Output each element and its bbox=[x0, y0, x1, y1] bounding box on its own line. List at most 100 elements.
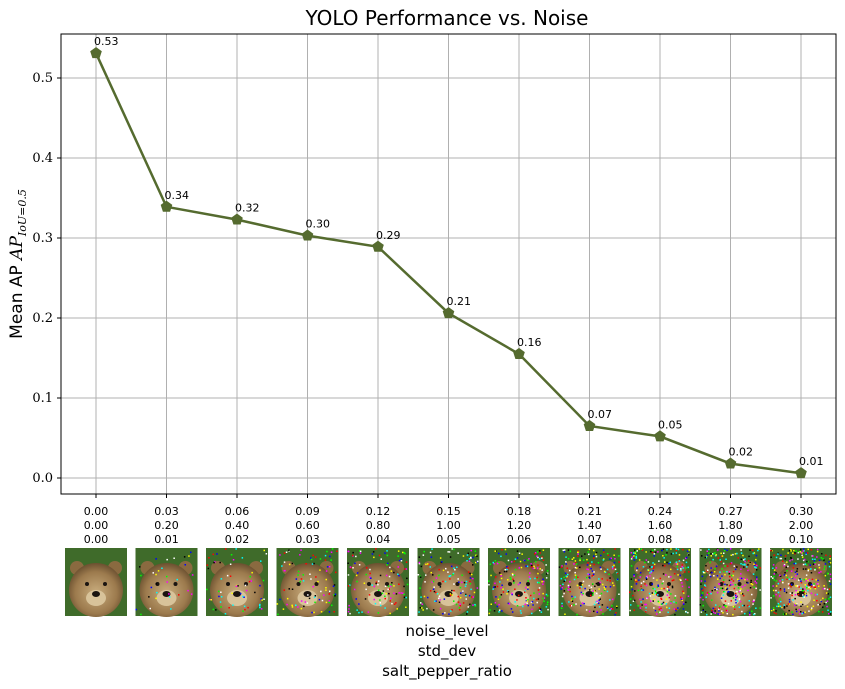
noise-pixel bbox=[753, 563, 755, 565]
noise-pixel bbox=[780, 557, 783, 560]
noise-pixel bbox=[380, 558, 382, 560]
noise-pixel bbox=[336, 550, 338, 552]
noise-pixel bbox=[660, 609, 663, 611]
noise-pixel bbox=[830, 611, 832, 613]
noise-pixel bbox=[566, 567, 568, 569]
noise-pixel bbox=[365, 588, 367, 591]
noise-pixel bbox=[135, 608, 137, 611]
noise-pixel bbox=[775, 612, 777, 615]
noise-pixel bbox=[810, 592, 813, 595]
noise-pixel bbox=[724, 565, 726, 567]
noise-pixel bbox=[450, 565, 453, 568]
noise-pixel bbox=[390, 570, 393, 572]
noise-pixel bbox=[489, 609, 491, 611]
noise-pixel bbox=[670, 568, 672, 571]
noise-pixel bbox=[710, 553, 712, 555]
noise-pixel bbox=[295, 604, 297, 606]
noise-pixel bbox=[398, 574, 400, 577]
noise-pixel bbox=[514, 588, 516, 590]
noise-pixel bbox=[733, 565, 735, 567]
noise-pixel bbox=[574, 560, 577, 562]
noise-pixel bbox=[516, 557, 519, 559]
noise-pixel bbox=[782, 560, 784, 562]
noise-pixel bbox=[545, 564, 547, 566]
noise-pixel bbox=[636, 567, 638, 569]
noise-pixel bbox=[377, 583, 379, 586]
noise-pixel bbox=[432, 574, 434, 576]
noise-pixel bbox=[489, 563, 492, 565]
noise-pixel bbox=[560, 566, 563, 568]
noise-pixel bbox=[472, 596, 474, 598]
noise-pixel bbox=[563, 551, 566, 553]
noise-pixel bbox=[784, 558, 787, 560]
noise-pixel bbox=[669, 561, 671, 564]
noise-pixel bbox=[347, 562, 349, 564]
noise-pixel bbox=[545, 573, 548, 575]
noise-pixel bbox=[720, 587, 722, 589]
noise-pixel bbox=[502, 591, 505, 593]
data-label: 0.30 bbox=[306, 218, 331, 231]
noise-pixel bbox=[829, 558, 831, 560]
noise-pixel bbox=[593, 590, 596, 592]
noise-pixel bbox=[668, 607, 671, 609]
noise-pixel bbox=[726, 584, 728, 586]
noise-pixel bbox=[818, 559, 821, 562]
noise-pixel bbox=[783, 606, 786, 608]
noise-pixel bbox=[710, 592, 712, 595]
noise-pixel bbox=[359, 550, 361, 552]
noise-pixel bbox=[616, 578, 619, 580]
x-tick-label-std-dev: 0.60 bbox=[295, 519, 320, 532]
noise-pixel bbox=[673, 579, 675, 581]
noise-pixel bbox=[770, 576, 772, 578]
noise-pixel bbox=[347, 585, 350, 587]
noise-pixel bbox=[150, 586, 153, 589]
noise-pixel bbox=[704, 556, 707, 559]
noise-pixel bbox=[684, 571, 686, 573]
noise-pixel bbox=[802, 563, 805, 566]
noise-pixel bbox=[681, 565, 683, 568]
noise-pixel bbox=[314, 595, 317, 597]
noise-pixel bbox=[825, 592, 828, 594]
data-point-marker bbox=[301, 229, 314, 241]
noise-pixel bbox=[527, 580, 529, 582]
noise-pixel bbox=[526, 600, 528, 602]
noise-pixel bbox=[701, 589, 704, 591]
noise-pixel bbox=[389, 600, 391, 602]
noise-pixel bbox=[800, 578, 802, 580]
noise-pixel bbox=[795, 562, 797, 565]
noise-pixel bbox=[720, 560, 722, 563]
noise-pixel bbox=[775, 556, 778, 559]
x-tick-label-salt-pepper-ratio: 0.08 bbox=[648, 533, 673, 546]
noise-pixel bbox=[500, 555, 502, 558]
noise-pixel bbox=[447, 571, 449, 573]
noise-pixel bbox=[218, 590, 220, 593]
noise-pixel bbox=[829, 555, 831, 557]
noise-pixel bbox=[775, 589, 777, 592]
noise-pixel bbox=[577, 555, 579, 557]
noise-pixel bbox=[537, 556, 539, 559]
noise-pixel bbox=[714, 554, 717, 557]
noise-pixel bbox=[580, 591, 583, 594]
noise-pixel bbox=[498, 552, 500, 555]
noise-pixel bbox=[299, 581, 301, 583]
noise-pixel bbox=[791, 576, 793, 579]
noise-pixel bbox=[645, 559, 648, 561]
noise-pixel bbox=[788, 601, 791, 603]
noise-pixel bbox=[791, 611, 793, 613]
noise-pixel bbox=[710, 613, 712, 615]
noise-pixel bbox=[775, 610, 777, 612]
noise-pixel bbox=[797, 551, 800, 554]
noise-pixel bbox=[607, 607, 609, 609]
noise-pixel bbox=[472, 604, 474, 606]
noise-pixel bbox=[311, 611, 313, 614]
noise-pixel bbox=[822, 588, 825, 590]
noise-pixel bbox=[565, 588, 567, 591]
x-tick-label-noise-level: 0.06 bbox=[225, 505, 250, 518]
noise-pixel bbox=[595, 582, 598, 585]
noise-pixel bbox=[386, 564, 388, 566]
noise-pixel bbox=[630, 558, 633, 560]
noise-pixel bbox=[732, 605, 735, 608]
noise-pixel bbox=[563, 549, 566, 551]
noise-pixel bbox=[604, 571, 607, 573]
noise-pixel bbox=[462, 555, 465, 557]
